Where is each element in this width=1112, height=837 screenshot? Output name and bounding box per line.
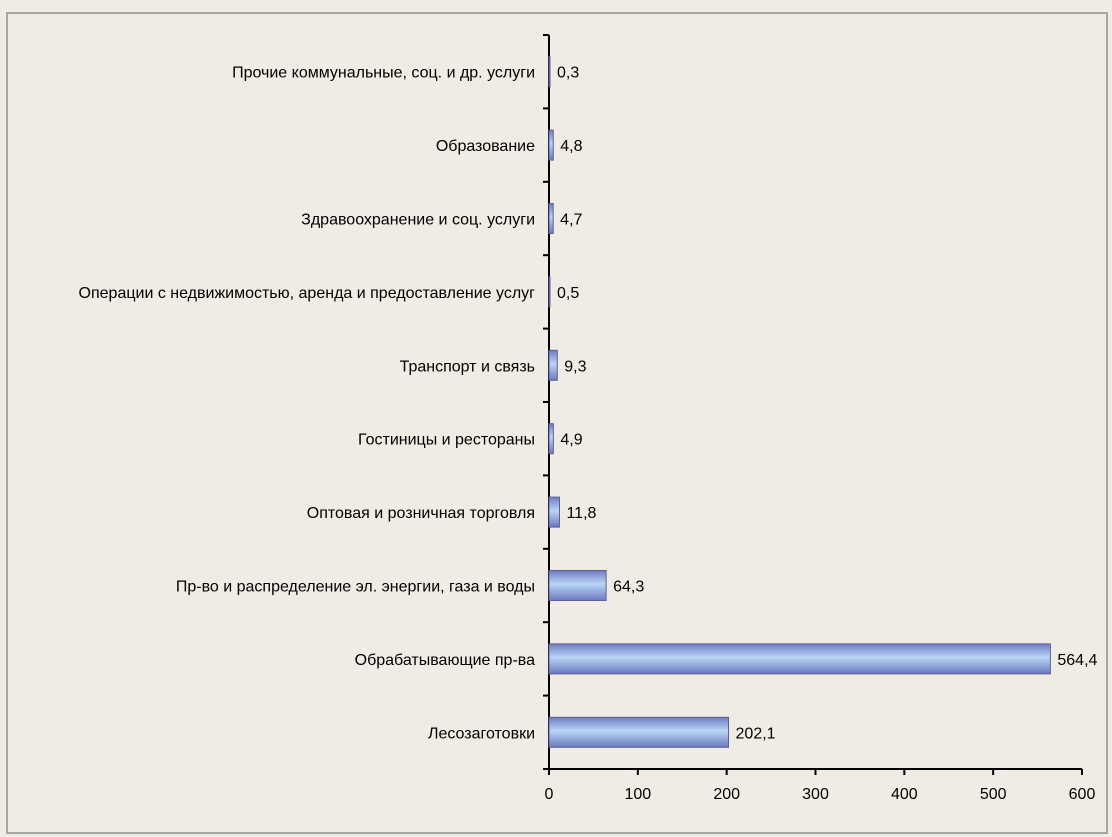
bar-value-label: 202,1 [736,725,776,742]
bar-value-label: 0,3 [557,65,579,82]
category-label: Гостиницы и рестораны [358,432,535,449]
category-label: Образование [436,138,535,155]
bar-value-label: 4,8 [560,138,582,155]
bar [548,716,730,748]
bar-value-label: 11,8 [566,505,596,522]
category-label: Операции с недвижимостью, аренда и предо… [79,285,536,302]
value-tick-label: 0 [545,786,554,803]
bar-value-label: 4,7 [560,212,582,229]
chart-labels: 0 100 200 300 400 500 600 0,3 Прочие коммунальны… [79,65,1098,803]
value-tick-label: 200 [713,786,740,803]
bar [548,203,554,234]
bar-value-label: 9,3 [564,358,586,375]
bar [548,56,551,88]
category-label: Обрабатывающие пр-ва [355,652,535,669]
bar [548,423,554,455]
bar [548,643,1051,675]
category-label: Прочие коммунальные, соц. и др. услуги [232,65,535,82]
bar [548,129,554,161]
bar-value-label: 4,9 [560,432,582,449]
category-label: Транспорт и связь [400,358,535,375]
bar [548,496,560,528]
bar-value-label: 64,3 [613,579,644,596]
bar [548,570,607,601]
category-label: Здравоохранение и соц. услуги [301,212,535,229]
value-tick-label: 300 [802,786,829,803]
category-label: Лесозаготовки [428,725,535,742]
bar-value-label: 0,5 [557,285,579,302]
category-label: Оптовая и розничная торговля [307,505,535,522]
bar-value-label: 564,4 [1057,652,1097,669]
bar [548,276,551,308]
chart-frame: 0 100 200 300 400 500 600 0,3 Прочие коммунальны… [6,12,1108,834]
value-tick-label: 100 [624,786,651,803]
bar [548,349,558,381]
category-label: Пр-во и распределение эл. энергии, газа … [176,579,535,596]
value-tick-label: 600 [1069,786,1096,803]
bar-chart: 0 100 200 300 400 500 600 0,3 Прочие коммунальны… [79,34,1098,803]
value-tick-label: 400 [891,786,918,803]
value-tick-label: 500 [980,786,1007,803]
chart-bars [548,56,1051,748]
